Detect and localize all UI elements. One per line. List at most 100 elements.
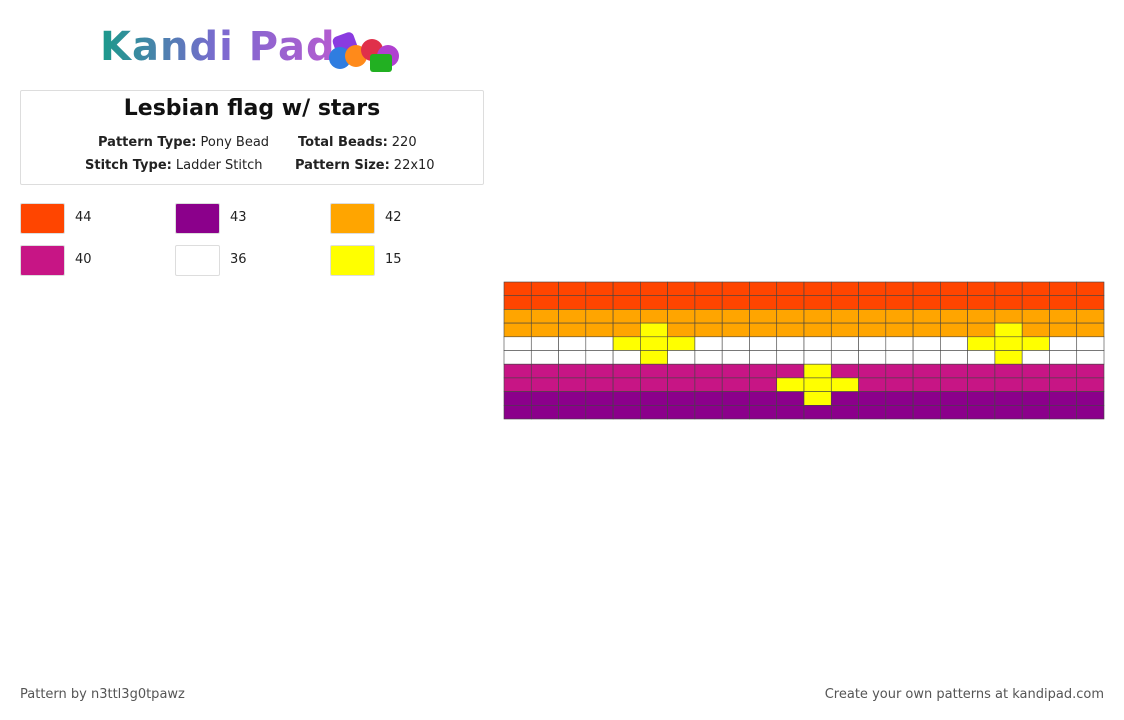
- bead: [640, 405, 668, 420]
- bead: [776, 281, 805, 296]
- bead: [994, 322, 1023, 338]
- bead: [994, 281, 1023, 296]
- bead: [1021, 336, 1050, 351]
- bead: [585, 336, 614, 351]
- color-swatch: [175, 203, 220, 234]
- color-count: 36: [230, 252, 247, 267]
- bead: [503, 377, 532, 392]
- bead: [612, 405, 641, 420]
- bead: [830, 322, 859, 338]
- bead: [912, 391, 941, 406]
- bead: [967, 309, 996, 324]
- bead: [885, 336, 914, 351]
- bead: [667, 309, 696, 324]
- bead: [858, 391, 887, 406]
- bead: [749, 309, 778, 324]
- bead: [503, 405, 532, 420]
- bead: [858, 363, 887, 379]
- bead: [694, 377, 723, 392]
- bead: [694, 391, 723, 406]
- bead: [1049, 336, 1078, 351]
- field-value: Ladder Stitch: [175, 158, 263, 173]
- bead: [558, 295, 587, 310]
- bead: [1076, 391, 1105, 406]
- bead: [1076, 377, 1105, 392]
- bead: [585, 405, 614, 420]
- field-value: 220: [391, 135, 417, 150]
- bead: [503, 336, 532, 351]
- bead: [721, 322, 750, 338]
- bead: [885, 391, 914, 406]
- bead: [667, 295, 696, 310]
- bead: [994, 363, 1023, 379]
- bead: [530, 377, 559, 392]
- bead: [830, 295, 859, 310]
- bead: [803, 309, 832, 324]
- bead: [912, 405, 941, 420]
- bead: [667, 336, 696, 351]
- bead: [1076, 281, 1105, 296]
- bead: [694, 363, 723, 379]
- bead: [530, 405, 559, 420]
- bead: [994, 295, 1023, 310]
- bead: [776, 322, 805, 338]
- bead: [530, 363, 559, 379]
- bead: [912, 295, 941, 310]
- bead: [912, 363, 941, 379]
- bead: [858, 295, 887, 310]
- bead: [967, 281, 996, 296]
- bead: [721, 377, 750, 392]
- bead: [694, 295, 723, 310]
- color-swatch: [20, 203, 65, 234]
- bead: [776, 309, 805, 324]
- bead: [503, 309, 532, 324]
- bead: [830, 363, 859, 379]
- bead: [721, 309, 750, 324]
- bead: [612, 336, 641, 351]
- bead: [558, 281, 587, 296]
- bead: [885, 377, 914, 392]
- bead: [830, 391, 859, 406]
- bead: [530, 295, 559, 310]
- bead: [803, 391, 832, 406]
- bead: [640, 363, 668, 379]
- bead: [912, 377, 941, 392]
- bead: [912, 309, 941, 324]
- bead: [640, 336, 668, 351]
- bead: [558, 336, 587, 351]
- color-count: 42: [385, 210, 402, 225]
- bead-grid: [503, 281, 1105, 420]
- pattern-size: Pattern Size: 22x10: [295, 158, 435, 173]
- bead: [640, 309, 668, 324]
- footer-link[interactable]: Create your own patterns at kandipad.com: [824, 687, 1104, 702]
- bead: [612, 281, 641, 296]
- bead: [749, 377, 778, 392]
- logo: Kandi Pad: [100, 24, 336, 70]
- bead: [694, 405, 723, 420]
- bead: [558, 363, 587, 379]
- bead: [967, 363, 996, 379]
- bead: [1076, 309, 1105, 324]
- bead: [858, 336, 887, 351]
- bead: [721, 295, 750, 310]
- bead: [940, 363, 968, 379]
- bead: [885, 295, 914, 310]
- bead: [721, 391, 750, 406]
- footer-credit: Pattern by n3ttl3g0tpawz: [20, 687, 185, 702]
- color-swatch: [330, 245, 375, 276]
- bead: [1049, 350, 1078, 365]
- bead: [885, 350, 914, 365]
- bead: [585, 363, 614, 379]
- stitch-type: Stitch Type: Ladder Stitch: [85, 158, 263, 173]
- bead: [1021, 322, 1050, 338]
- color-swatch: [330, 203, 375, 234]
- bead: [1021, 377, 1050, 392]
- bead: [721, 350, 750, 365]
- bead: [667, 377, 696, 392]
- bead: [1049, 363, 1078, 379]
- bead: [858, 377, 887, 392]
- bead: [858, 350, 887, 365]
- bead: [612, 350, 641, 365]
- bead: [1021, 309, 1050, 324]
- bead: [585, 281, 614, 296]
